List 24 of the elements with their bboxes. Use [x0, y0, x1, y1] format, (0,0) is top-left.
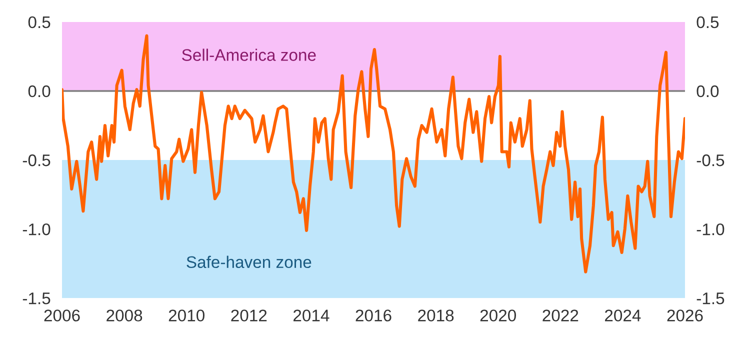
y-tick-label: -1.0	[22, 223, 50, 236]
y2-tick-label: -0.5	[696, 154, 724, 166]
y2-tick-label: -1.0	[696, 223, 724, 236]
band-label: Sell-America zone	[182, 48, 316, 61]
y-tick-label: -0.5	[22, 154, 50, 166]
x-tick-label: 2006	[44, 310, 80, 322]
x-tick-label: 2018	[418, 310, 454, 322]
y2-tick-label: 0.5	[696, 16, 719, 28]
y-tick-label: 0.5	[28, 16, 50, 28]
x-tick-label: 2008	[106, 310, 142, 322]
x-tick-label: 2016	[356, 310, 392, 322]
y-tick-label: -1.5	[22, 292, 50, 304]
x-tick-label: 2012	[231, 310, 267, 322]
x-tick-label: 2022	[542, 310, 578, 322]
x-tick-label: 2010	[168, 310, 204, 322]
line-series	[62, 34, 685, 274]
x-tick-label: 2026	[667, 310, 703, 322]
x-tick-label: 2024	[605, 310, 641, 322]
y-tick-label: 0.0	[28, 85, 50, 98]
y2-tick-label: 0.0	[696, 85, 719, 98]
y2-tick-label: -1.5	[696, 292, 724, 304]
band-label: Safe-haven zone	[186, 256, 312, 268]
x-tick-label: 2020	[480, 310, 516, 322]
x-tick-label: 2014	[294, 310, 330, 322]
